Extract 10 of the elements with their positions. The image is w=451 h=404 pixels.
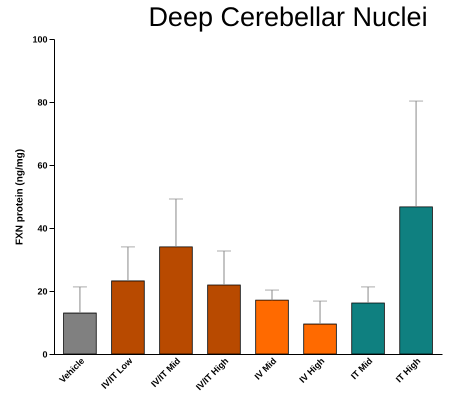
y-tick-label: 0: [42, 350, 48, 360]
x-tick-label: IT Mid: [348, 356, 374, 382]
x-tick-label: IV Mid: [252, 356, 278, 382]
chart-title: Deep Cerebellar Nuclei: [148, 2, 428, 32]
y-tick-label: 80: [37, 98, 48, 108]
y-tick-label: 60: [37, 160, 48, 170]
y-tick-label: 40: [37, 224, 48, 234]
y-tick-label: 100: [32, 34, 48, 44]
y-axis-title: FXN protein (ng/mg): [14, 148, 26, 246]
y-tick-label: 20: [37, 286, 48, 296]
